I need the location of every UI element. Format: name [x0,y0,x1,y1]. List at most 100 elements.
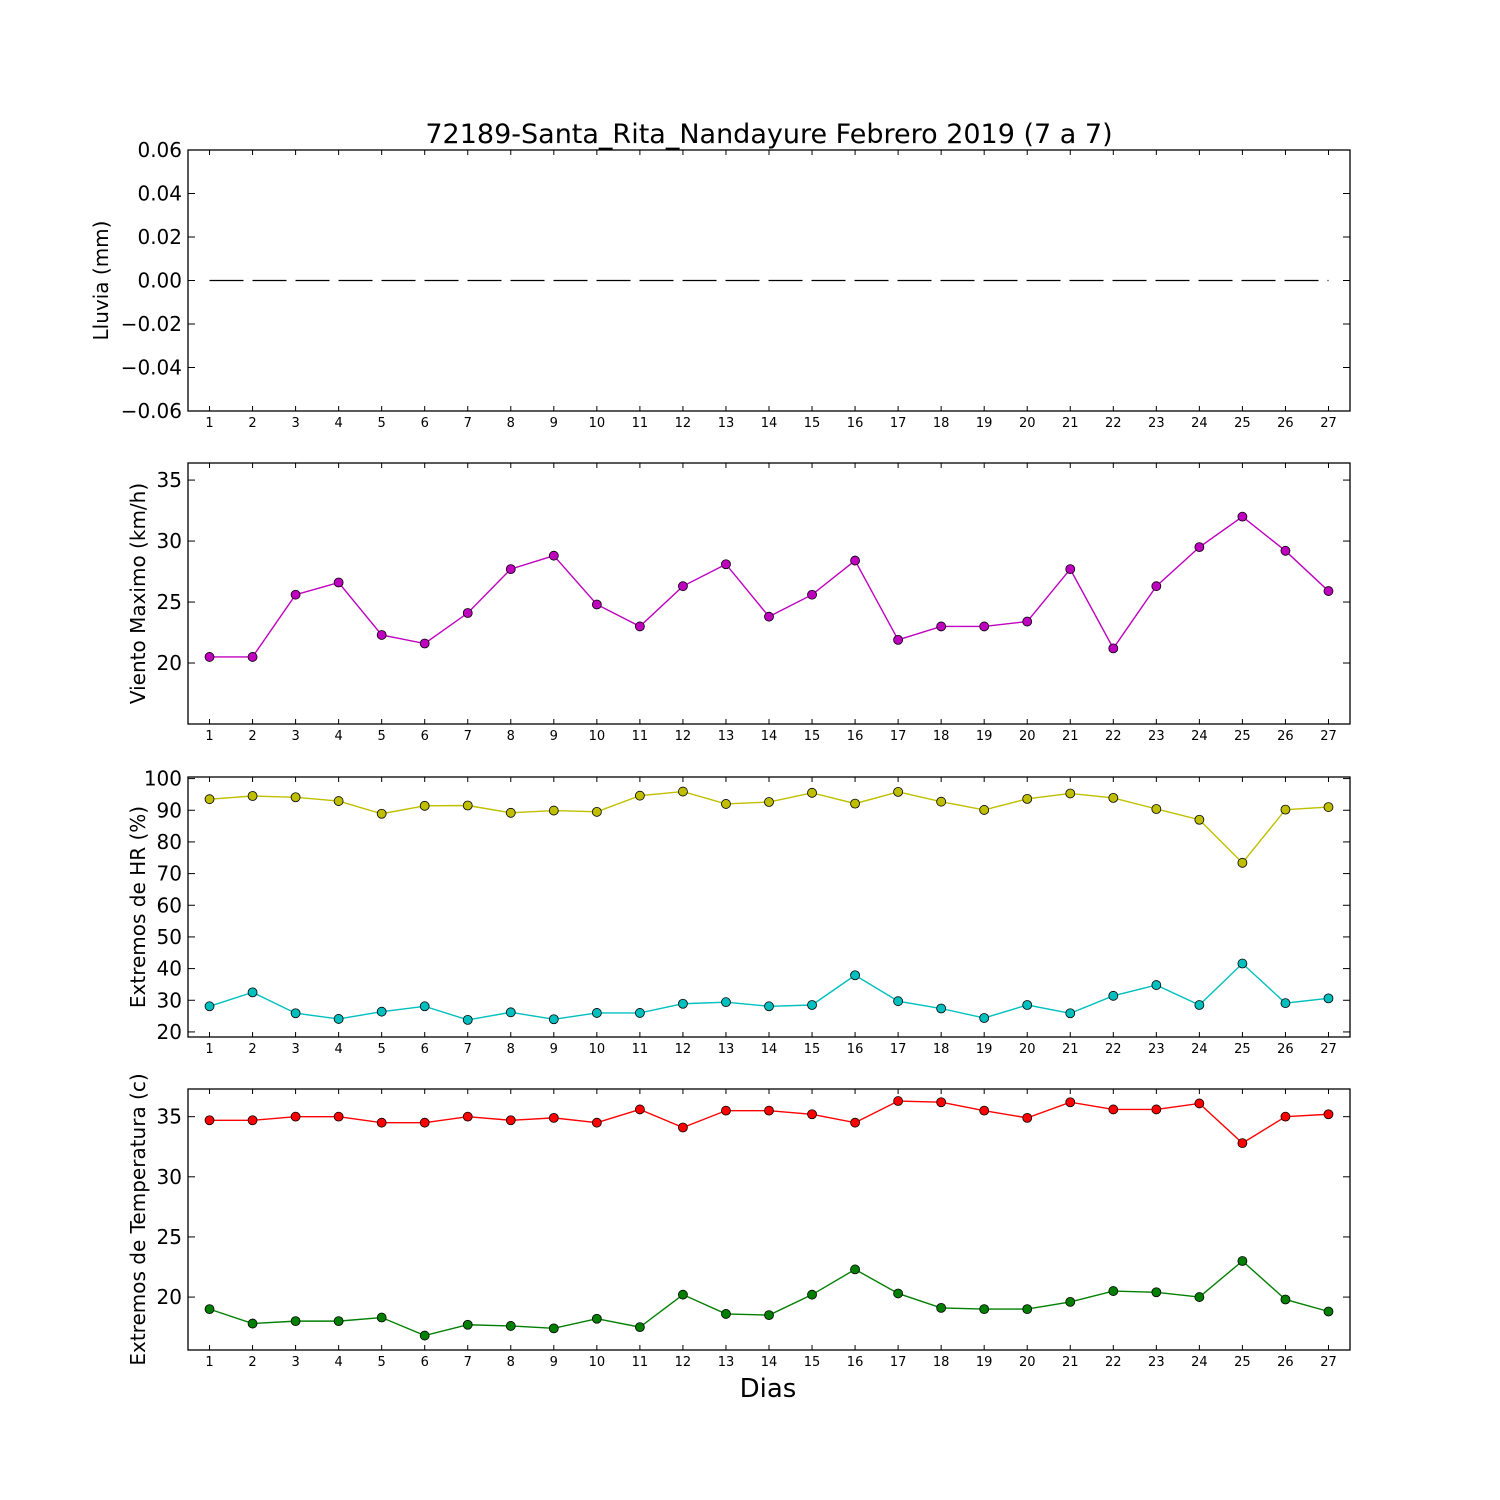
y-tick-label: 35 [157,1105,182,1129]
x-tick-label: 11 [632,1355,649,1370]
data-point [419,800,430,811]
data-point [462,1015,473,1025]
x-tick-label: 8 [507,416,515,431]
data-point [1108,793,1119,803]
data-point [893,634,904,645]
x-tick-label: 21 [1062,416,1079,431]
x-tick-label: 5 [378,1355,386,1370]
x-tick-label: 14 [761,416,778,431]
data-point [850,970,860,981]
data-point [548,1323,559,1334]
x-tick-label: 9 [550,729,558,744]
x-tick-label: 19 [976,1355,993,1370]
data-point [979,805,990,815]
x-tick-label: 19 [976,1042,993,1057]
data-point [1323,1306,1334,1317]
x-tick-label: 21 [1062,1355,1079,1370]
y-axis-label: Extremos de Temperatura (c) [126,1073,150,1365]
x-tick-label: 22 [1105,416,1122,431]
x-tick-label: 18 [933,1042,950,1057]
data-point [721,997,731,1008]
y-tick-label: 0.02 [137,225,182,249]
y-axis-label: Viento Maximo (km/h) [126,483,150,704]
data-point [204,1304,215,1315]
x-tick-label: 22 [1105,1042,1122,1057]
x-tick-label: 13 [718,729,735,744]
data-point [1280,804,1291,815]
data-point [1065,1296,1076,1307]
x-tick-label: 4 [334,1355,342,1370]
data-point [376,1117,387,1128]
x-tick-label: 5 [378,416,386,431]
data-point [893,1096,904,1106]
x-tick-label: 16 [847,1042,864,1057]
y-tick-label: 50 [157,925,182,949]
x-tick-label: 2 [248,729,256,744]
data-point [1022,793,1033,804]
data-point [807,1000,817,1010]
data-point [1323,802,1334,812]
data-point [376,630,387,640]
data-point [1108,1104,1119,1115]
chart-panels: 1 2 3 4 5 6 7 8 9 10 11 12 13 14 15 16 17 18 19 20 21 22 23 24 2… [89,138,1351,1370]
x-tick-label: 23 [1148,1355,1165,1370]
x-tick-label: 2 [248,1355,256,1370]
x-tick-label: 19 [976,416,993,431]
data-point [1237,1138,1248,1149]
x-tick-label: 6 [421,729,429,744]
x-tick-label: 1 [205,1042,213,1057]
data-point [290,1008,301,1019]
data-point [1280,545,1291,556]
chart-panel-4: 1 2 3 4 5 6 7 8 9 10 11 12 13 14 15 16 17 18 19 20 21 22 23 24 2… [126,1073,1351,1370]
y-tick-label: −0.02 [121,312,182,336]
data-point [850,1117,860,1128]
data-point [204,1001,215,1012]
y-tick-label: 80 [157,830,182,854]
data-point [247,652,258,662]
data-point [548,1112,559,1123]
x-tick-label: 10 [589,1355,606,1370]
y-tick-label: 30 [157,529,182,553]
data-point [721,559,731,570]
x-tick-label: 7 [464,1042,472,1057]
x-tick-label: 16 [847,1355,864,1370]
x-tick-label: 13 [718,416,735,431]
x-tick-label: 18 [933,729,950,744]
x-tick-label: 23 [1148,416,1165,431]
data-point [591,806,602,817]
data-point [462,1319,473,1330]
data-point [333,796,344,806]
data-point [591,1117,602,1128]
x-tick-label: 14 [761,1355,778,1370]
x-tick-label: 17 [890,416,907,431]
data-point [591,1313,602,1324]
data-point [936,1303,947,1313]
data-point [290,1316,301,1327]
data-point [634,1104,645,1115]
data-point [419,1330,430,1341]
x-tick-label: 6 [421,416,429,431]
data-point [634,790,645,801]
x-tick-label: 25 [1234,416,1251,431]
data-point [1151,804,1162,814]
x-tick-label: 11 [632,416,649,431]
x-tick-label: 3 [291,729,299,744]
x-tick-label: 6 [421,1355,429,1370]
data-point [807,787,817,798]
x-tick-label: 15 [804,1355,821,1370]
x-tick-label: 20 [1019,1355,1036,1370]
y-tick-label: 35 [157,468,182,492]
data-point [376,1312,387,1323]
data-point [591,1008,602,1018]
y-tick-label: 70 [157,862,182,886]
x-tick-label: 11 [632,729,649,744]
data-point [505,1321,516,1331]
data-point [1151,581,1162,592]
data-point [979,1304,990,1315]
x-tick-label: 26 [1277,1042,1294,1057]
x-tick-label: 3 [291,1355,299,1370]
data-point [1323,1109,1334,1120]
data-point [1151,1104,1162,1115]
data-point [1065,788,1076,799]
